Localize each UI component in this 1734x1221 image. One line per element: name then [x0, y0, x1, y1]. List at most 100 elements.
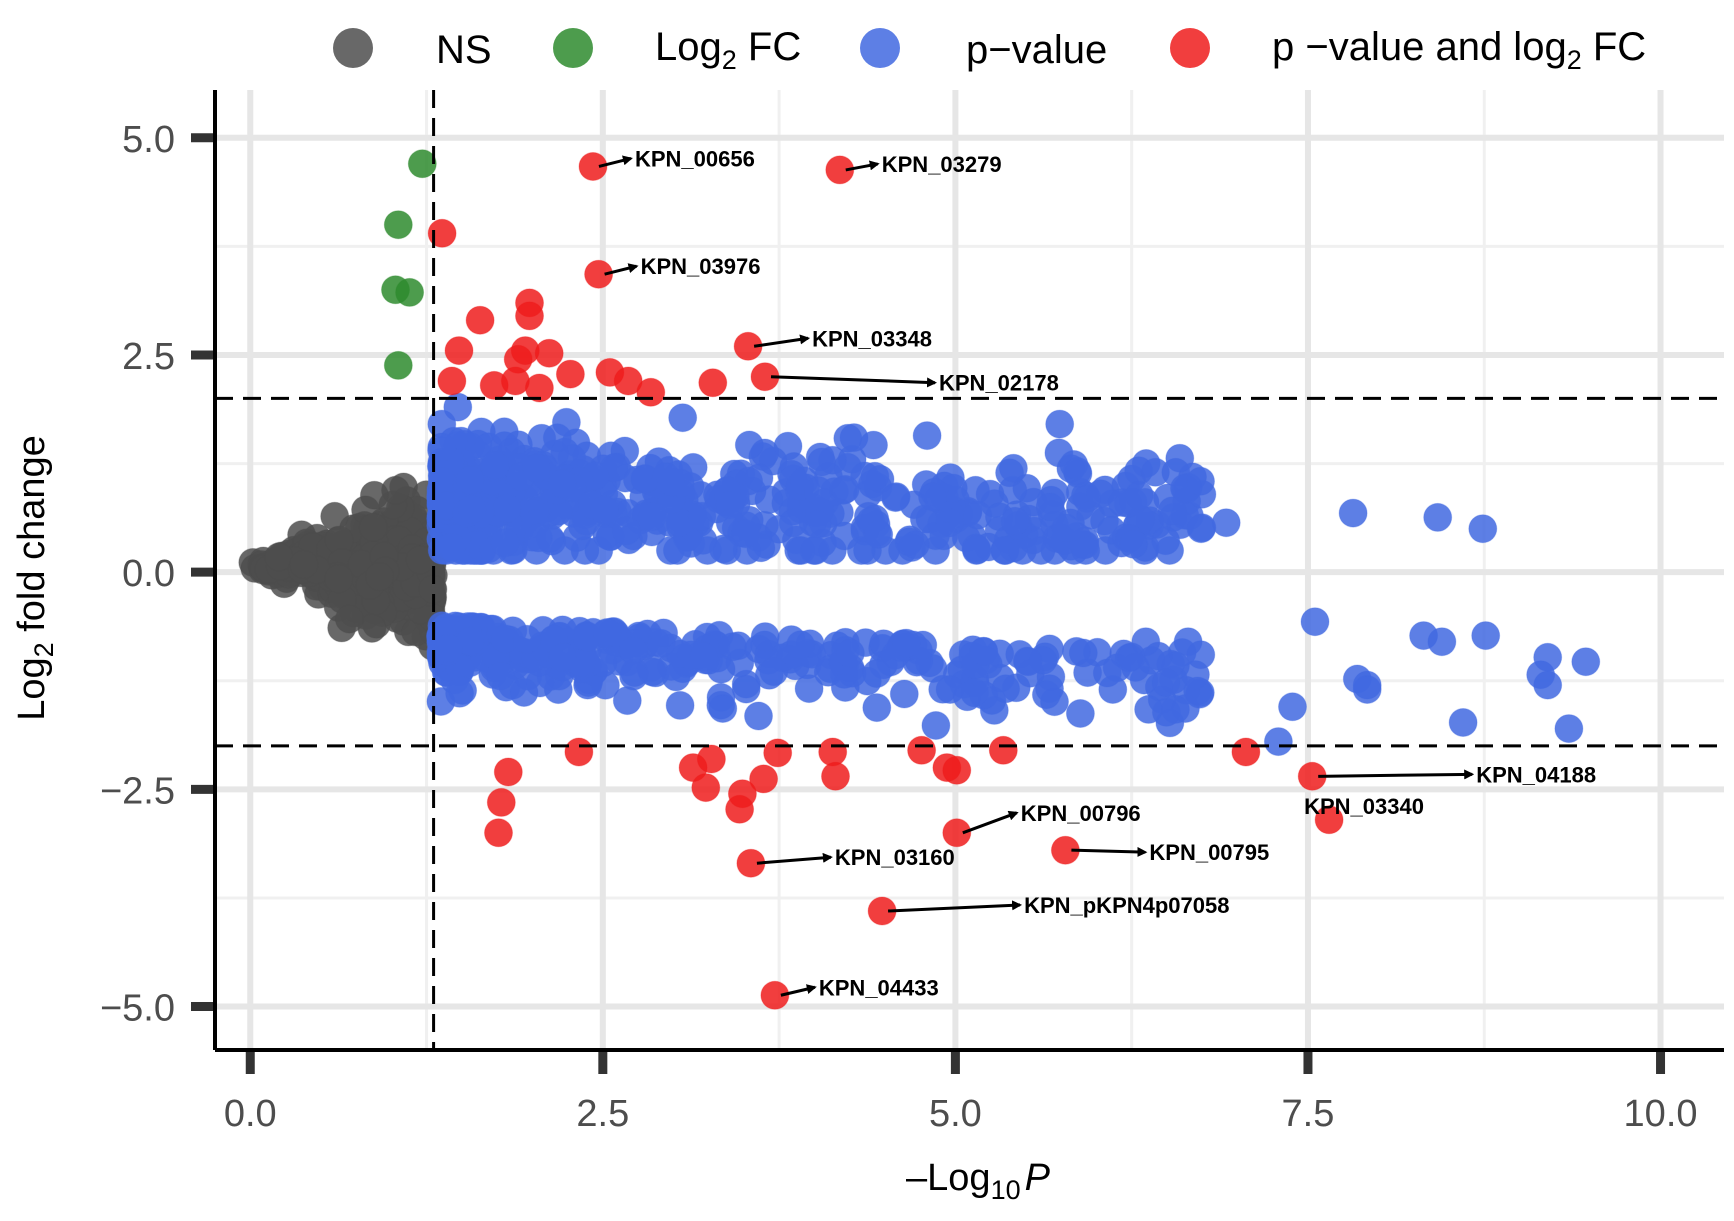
pvalue-and-log2fc-point [749, 764, 779, 794]
pvalue-point [1092, 658, 1122, 688]
log2fc-points [381, 149, 437, 380]
pvalue-point [786, 630, 816, 660]
pvalue-and-log2fc-point [821, 761, 850, 791]
pvalue-and-log2fc-point [578, 152, 608, 181]
pvalue-point [618, 636, 648, 666]
pvalue-and-log2fc-point [427, 218, 457, 248]
legend-swatch-pvalue [860, 28, 900, 68]
pvalue-point [1468, 514, 1498, 544]
annotation-label: KPN_03279 [882, 152, 1002, 177]
pvalue-point [921, 711, 951, 740]
pvalue-point [527, 423, 557, 453]
pvalue-point [830, 474, 860, 504]
pvalue-point [689, 642, 719, 672]
legend-label-log2fc-prefix: Log [655, 25, 722, 69]
pvalue-point [436, 532, 466, 562]
pvalue-point [548, 642, 577, 672]
pvalue-point [1065, 699, 1095, 728]
pvalue-point [862, 693, 892, 723]
pvalue-point [1186, 514, 1216, 544]
pvalue-point [1160, 694, 1190, 724]
legend-swatch-log2fc [553, 28, 593, 68]
pvalue-and-log2fc-point [437, 366, 467, 396]
annotation-label: KPN_pKPN4p07058 [1024, 893, 1229, 918]
pvalue-point [687, 501, 717, 531]
pvalue-point [490, 528, 520, 558]
pvalue-point [1051, 513, 1081, 543]
ns-points [238, 472, 448, 661]
y-tick-label: 0.0 [122, 553, 175, 595]
x-tick-label: 10.0 [1624, 1093, 1698, 1135]
pvalue-point [929, 521, 959, 551]
pvalue-and-log2fc-point [691, 773, 721, 803]
pvalue-point [1186, 466, 1215, 496]
pvalue-point [1035, 492, 1065, 522]
gene-annotations: KPN_00656 KPN_03279 KPN_03976 KPN_03348 KPN_… [598, 146, 1596, 1000]
ns-point [334, 604, 364, 634]
legend: NS Log2 FC p−value p −value and log2 FC [333, 25, 1646, 75]
pvalue-point [480, 450, 510, 480]
pvalue-point [522, 453, 552, 483]
pvalue-and-log2fc-point [698, 368, 728, 398]
pvalue-point [1131, 627, 1161, 657]
pvalue-and-log2fc-point [760, 980, 790, 1010]
annotation-arrow [1071, 846, 1148, 857]
annotation-arrow [962, 810, 1019, 835]
pvalue-point [969, 680, 999, 710]
ns-point [365, 562, 394, 592]
legend-label-log2fc: Log2 FC [655, 25, 801, 75]
pvalue-point [427, 432, 457, 462]
legend-swatch-both [1170, 28, 1210, 68]
pvalue-and-log2fc-point [555, 359, 585, 389]
annotation-label: KPN_03348 [812, 326, 932, 351]
pvalue-point [509, 678, 539, 707]
y-tick-label: 5.0 [122, 119, 175, 161]
log2fc-point [395, 277, 425, 307]
pvalue-point [656, 467, 686, 497]
pvalue-point [881, 483, 910, 513]
pvalue-point [523, 523, 553, 553]
pvalue-point [1059, 450, 1089, 479]
pvalue-point [759, 657, 789, 687]
annotation-label: KPN_03160 [835, 845, 955, 870]
pvalue-and-log2fc-point [942, 818, 972, 848]
y-tick-label: −2.5 [100, 770, 175, 812]
y-axis-title-suffix: fold change [11, 435, 53, 642]
pvalue-point [492, 493, 522, 523]
pvalue-point [1263, 727, 1293, 757]
annotation-arrow [887, 900, 1023, 913]
pvalue-point [835, 638, 865, 668]
legend-label-ns: NS [436, 28, 492, 72]
pvalue-and-log2fc-point [493, 757, 523, 787]
pvalue-point [1423, 502, 1453, 532]
pvalue-and-log2fc-point [1314, 805, 1344, 835]
pvalue-point [1071, 536, 1101, 565]
pvalue-point [900, 530, 930, 560]
pvalue-point [512, 624, 542, 654]
pvalue-point [1300, 607, 1330, 637]
legend-label-log2fc-suffix: FC [737, 25, 801, 69]
pvalue-point [1571, 647, 1601, 677]
pvalue-point [734, 430, 764, 460]
annotation-arrow [756, 852, 833, 865]
x-axis-title-sub: 10 [991, 1175, 1021, 1205]
pvalue-point [1000, 506, 1030, 536]
pvalue-point [969, 636, 999, 666]
pvalue-point [668, 403, 698, 433]
pvalue-and-log2fc-point [584, 259, 614, 289]
pvalue-point [489, 417, 519, 447]
pvalue-and-log2fc-point [486, 787, 516, 817]
x-axis-title-italic: P [1025, 1157, 1051, 1199]
pvalue-and-log2fc-point [534, 338, 564, 368]
pvalue-point [1338, 498, 1368, 528]
y-axis-title: Log2 fold change [11, 435, 59, 721]
legend-label-log2fc-sub: 2 [722, 45, 737, 75]
legend-label-both-suffix: FC [1582, 25, 1646, 69]
annotation-arrow [604, 263, 639, 276]
pvalue-and-log2fc-point [942, 755, 972, 785]
pvalue-point [830, 673, 860, 702]
pvalue-point [693, 536, 722, 565]
pvalue-point [637, 502, 667, 532]
annotation-arrow [770, 375, 938, 388]
pvalue-point [1124, 480, 1154, 510]
